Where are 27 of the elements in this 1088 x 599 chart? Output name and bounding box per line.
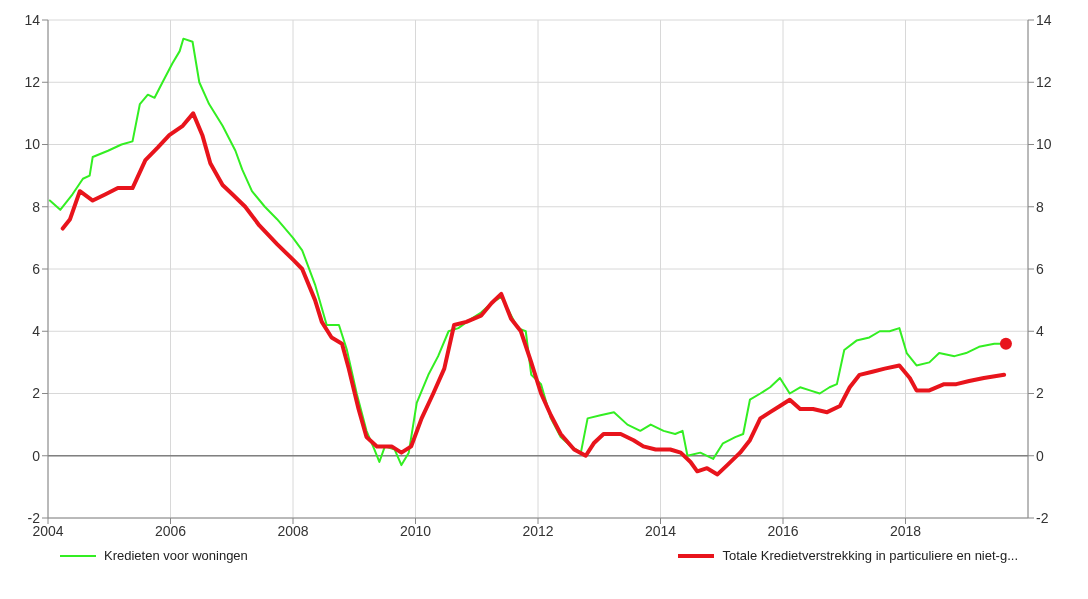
x-tick-label: 2018 [889,522,922,539]
y2-tick-label: -2 [1036,509,1049,526]
y2-tick-label: 8 [1036,198,1044,215]
x-tick-label: 2006 [154,522,187,539]
x-tick-label: 2012 [522,522,554,539]
y-tick-label: 6 [32,260,41,277]
y2-tick-label: 0 [1036,447,1044,464]
y2-tick-label: 2 [1036,385,1044,402]
y-tick-label: 8 [32,198,41,215]
legend-label: Totale Kredietverstrekking in particuliere en niet-g... [722,548,1018,563]
legend-label: Kredieten voor woningen [104,548,248,563]
y-tick-label: 14 [24,11,41,28]
x-tick-label: 2014 [644,522,677,539]
y-tick-label: 2 [32,385,41,402]
y2-tick-label: 14 [1036,11,1052,28]
line-series [60,111,1007,477]
y2-tick-label: 12 [1036,74,1052,91]
y-tick-label: 4 [32,323,41,340]
y2-tick-label: 4 [1036,323,1044,340]
x-tick-label: 2008 [277,522,309,539]
y2-tick-label: 10 [1036,136,1052,153]
x-tick-label: 2016 [767,522,799,539]
y-tick-label: 0 [32,447,41,464]
y-tick-label: 10 [24,136,41,153]
y2-tick-label: 6 [1036,260,1044,277]
x-tick-label: 2010 [399,522,432,539]
y-tick-label: 12 [24,74,41,91]
